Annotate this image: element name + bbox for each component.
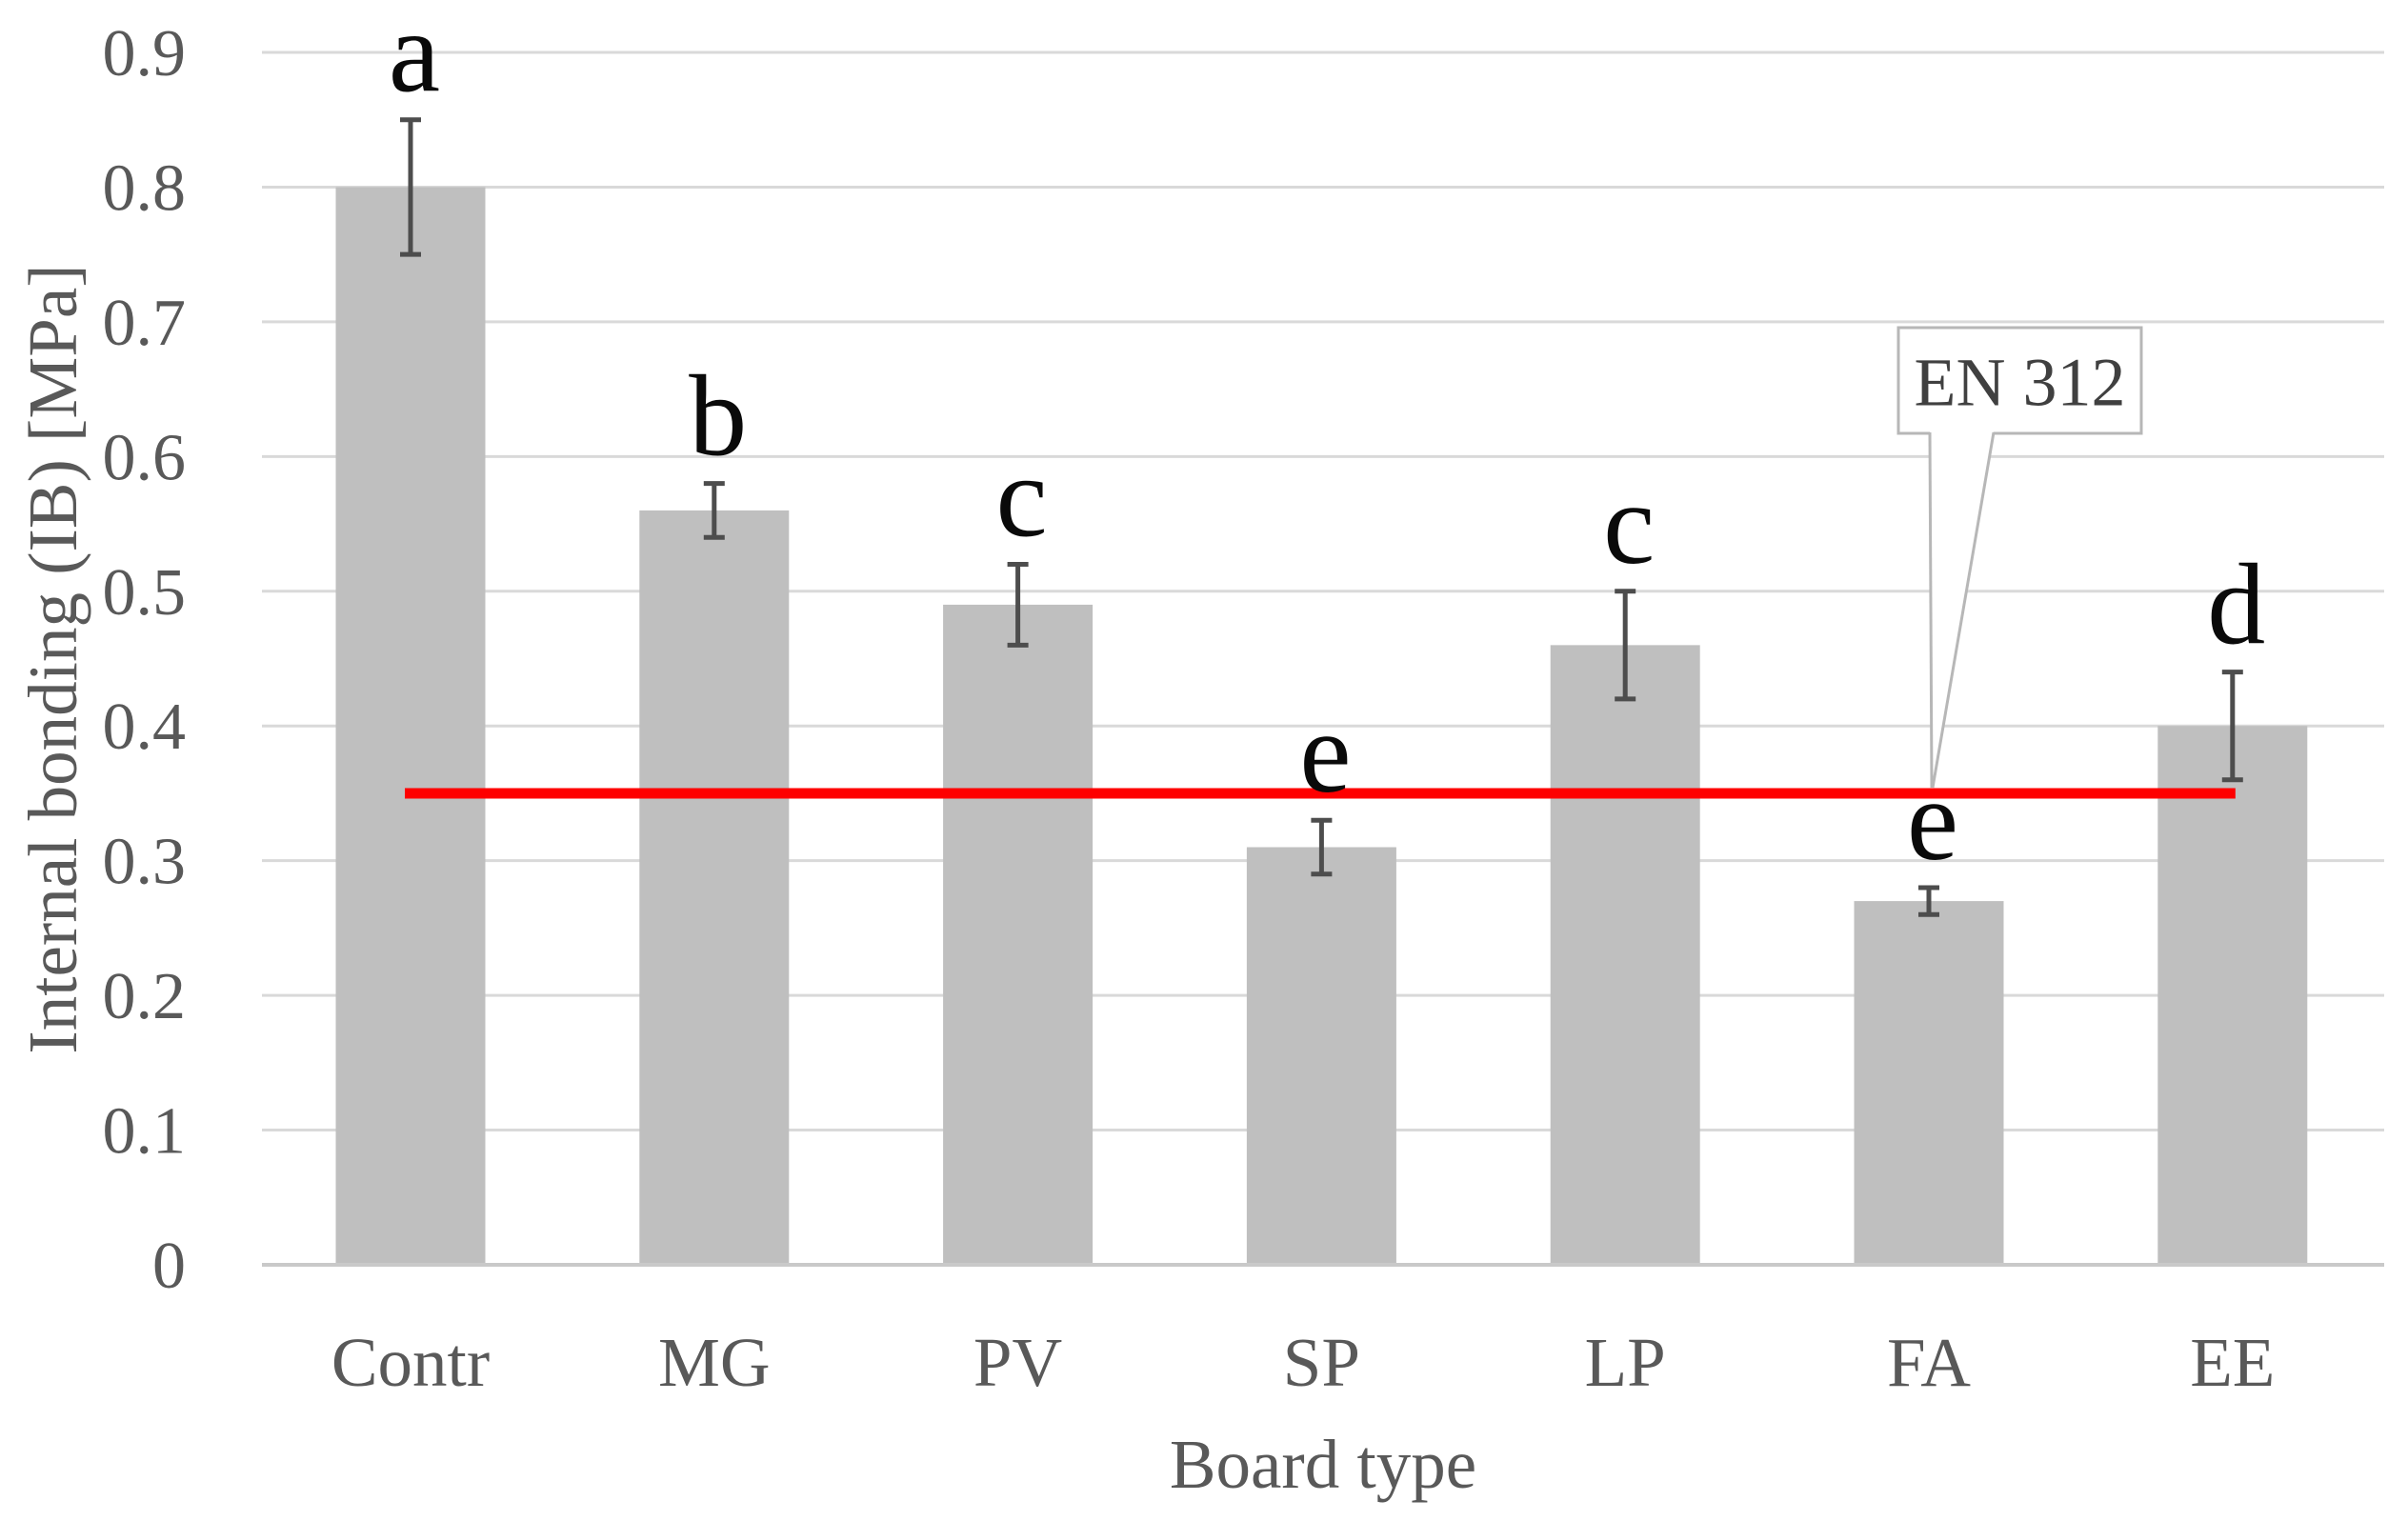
bar-sp: [1246, 847, 1396, 1265]
y-tick-label: 0.8: [103, 151, 187, 225]
y-tick-label: 0.3: [103, 826, 187, 899]
significance-letter: e: [1299, 689, 1351, 817]
y-tick-label: 0: [152, 1230, 186, 1303]
y-axis-title: Internal bonding (IB) [MPa]: [14, 264, 91, 1053]
significance-letter: c: [1603, 460, 1655, 589]
y-tick-label: 0.6: [103, 421, 187, 494]
bar-fa: [1854, 901, 2004, 1265]
x-category-label: SP: [1283, 1324, 1360, 1401]
bar-pv: [943, 604, 1094, 1265]
bar-lp: [1550, 645, 1700, 1265]
significance-letter: c: [996, 432, 1048, 561]
significance-letters-layer: a b c e c e d: [389, 0, 2265, 885]
x-category-label: Contr: [331, 1324, 490, 1401]
significance-letter: d: [2207, 541, 2265, 670]
significance-letter: b: [689, 352, 747, 481]
x-category-label: MG: [658, 1324, 771, 1401]
callout-layer: EN 312: [1896, 326, 2143, 789]
significance-letter: a: [389, 0, 440, 117]
gridlines-layer: [262, 50, 2384, 1132]
significance-letter: e: [1907, 756, 1958, 885]
y-tick-label: 0.9: [103, 17, 187, 90]
bar-mg: [639, 510, 790, 1265]
callout-label: EN 312: [1915, 345, 2126, 421]
callout-pointer-left-edge: [1928, 431, 1934, 789]
x-category-label: EE: [2190, 1324, 2275, 1401]
y-tick-labels-layer: 0 0.1 0.2 0.3 0.4 0.5 0.6 0.7 0.8 0.9: [103, 17, 187, 1303]
x-axis-title: Board type: [1170, 1426, 1476, 1503]
x-category-label: PV: [973, 1324, 1062, 1401]
callout-pointer-right-edge: [1931, 431, 1996, 789]
x-category-label: LP: [1585, 1324, 1666, 1401]
x-category-labels-layer: Contr MG PV SP LP FA EE: [331, 1324, 2276, 1401]
y-tick-label: 0.4: [103, 690, 187, 764]
x-category-label: FA: [1887, 1324, 1971, 1401]
error-bars-layer: [400, 117, 2243, 917]
bars-layer: [335, 187, 2308, 1265]
y-tick-label: 0.7: [103, 287, 187, 360]
bar-contr: [335, 187, 486, 1265]
y-tick-label: 0.1: [103, 1095, 187, 1169]
callout-box: [1896, 326, 2143, 435]
y-tick-label: 0.2: [103, 960, 187, 1033]
bar-ee: [2157, 726, 2308, 1265]
y-tick-label: 0.5: [103, 556, 187, 630]
